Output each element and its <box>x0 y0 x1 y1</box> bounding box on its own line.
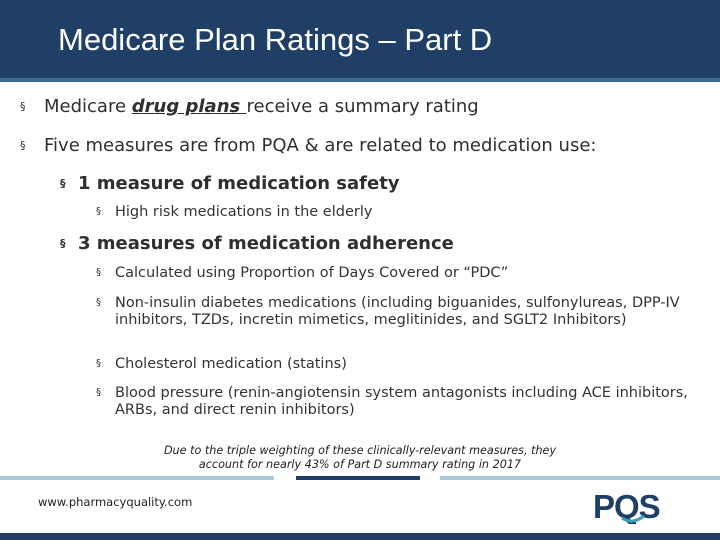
bullet-marker: § <box>60 177 66 190</box>
safety-item: § High risk medications in the elderly <box>96 204 372 221</box>
footer-divider-segment <box>440 476 720 480</box>
adherence-item-text: Blood pressure (renin-angiotensin system… <box>115 385 688 418</box>
bullet-marker: § <box>96 206 101 217</box>
adherence-heading-text: 3 measures of medication adherence <box>78 233 454 254</box>
footnote: Due to the triple weighting of these cli… <box>120 444 600 472</box>
adherence-item-text: Calculated using Proportion of Days Cove… <box>115 265 509 281</box>
bullet-drug-plans: § Medicare drug plans receive a summary … <box>20 96 479 117</box>
bullet-text: Five measures are from PQA & are related… <box>44 135 597 156</box>
adherence-item: § Calculated using Proportion of Days Co… <box>96 265 508 282</box>
bottom-band <box>0 533 720 540</box>
bullet-text-post: receive a summary rating <box>246 96 479 117</box>
bullet-marker: § <box>96 358 101 369</box>
adherence-item-text: Cholesterol medication (statins) <box>115 356 347 372</box>
adherence-item: § Cholesterol medication (statins) <box>96 356 347 373</box>
bullet-marker: § <box>96 267 101 278</box>
safety-heading-text: 1 measure of medication safety <box>78 173 400 194</box>
footer-divider-segment <box>0 476 274 480</box>
bullet-marker: § <box>20 139 26 152</box>
footer-website[interactable]: www.pharmacyquality.com <box>38 495 193 509</box>
adherence-item: § Blood pressure (renin-angiotensin syst… <box>96 385 696 419</box>
bullet-marker: § <box>60 237 66 250</box>
safety-item-text: High risk medications in the elderly <box>115 204 373 220</box>
bullet-text-pre: Medicare <box>44 96 132 117</box>
footnote-line: Due to the triple weighting of these cli… <box>163 444 557 457</box>
bullet-marker: § <box>96 297 101 308</box>
adherence-item: § Non-insulin diabetes medications (incl… <box>96 295 696 329</box>
title-bar: Medicare Plan Ratings – Part D <box>0 0 720 82</box>
adherence-item-text: Non-insulin diabetes medications (includ… <box>115 295 680 328</box>
slide-title: Medicare Plan Ratings – Part D <box>58 22 493 57</box>
bullet-marker: § <box>96 387 101 398</box>
adherence-heading: § 3 measures of medication adherence <box>60 233 454 254</box>
pqs-logo-text: PQS <box>593 488 660 524</box>
footer-divider-segment <box>296 476 420 480</box>
safety-heading: § 1 measure of medication safety <box>60 173 400 194</box>
pqs-logo: PQS <box>593 488 661 524</box>
bullet-five-measures: § Five measures are from PQA & are relat… <box>20 135 596 156</box>
drug-plans-emphasis: drug plans <box>131 96 247 117</box>
footnote-line: account for nearly 43% of Part D summary… <box>198 458 522 471</box>
bullet-marker: § <box>20 100 26 113</box>
logo-swoosh-icon <box>621 514 645 523</box>
